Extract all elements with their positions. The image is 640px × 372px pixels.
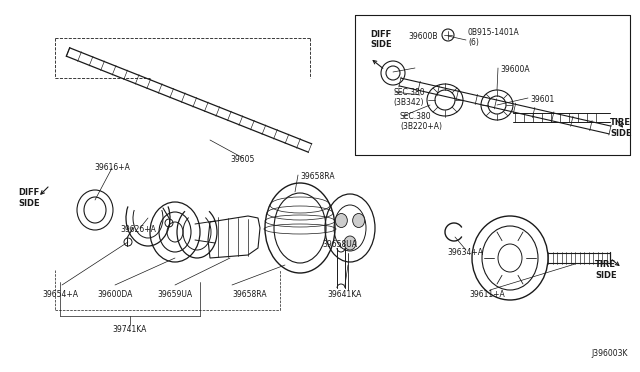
Text: 39658UA: 39658UA (323, 240, 358, 249)
Text: 39600A: 39600A (500, 65, 530, 74)
Text: DIFF
SIDE: DIFF SIDE (370, 30, 392, 49)
Text: TIRE
SIDE: TIRE SIDE (595, 260, 616, 280)
Text: 39634+A: 39634+A (447, 248, 483, 257)
Ellipse shape (335, 214, 348, 228)
Text: 39605: 39605 (231, 155, 255, 164)
Text: 39641KA: 39641KA (328, 290, 362, 299)
Text: 39658RA: 39658RA (300, 172, 335, 181)
Text: SEC.380
(3B342): SEC.380 (3B342) (393, 88, 424, 108)
Text: SEC.380
(3B220+A): SEC.380 (3B220+A) (400, 112, 442, 131)
Text: 0B915-1401A
(6): 0B915-1401A (6) (468, 28, 520, 47)
Text: 39659UA: 39659UA (157, 290, 193, 299)
Text: 39626+A: 39626+A (120, 225, 156, 234)
Text: 39741KA: 39741KA (113, 325, 147, 334)
Text: J396003K: J396003K (591, 349, 628, 358)
Text: 39600B: 39600B (408, 32, 438, 41)
Text: 39601: 39601 (530, 95, 554, 104)
Text: 39611+A: 39611+A (469, 290, 505, 299)
Text: DIFF
SIDE: DIFF SIDE (18, 188, 40, 208)
Ellipse shape (344, 236, 356, 250)
Text: 39616+A: 39616+A (94, 163, 130, 172)
Text: TIRE
SIDE: TIRE SIDE (610, 118, 632, 138)
Text: 39654+A: 39654+A (42, 290, 78, 299)
Text: 39658RA: 39658RA (232, 290, 267, 299)
Ellipse shape (353, 214, 365, 228)
Text: 39600DA: 39600DA (97, 290, 132, 299)
